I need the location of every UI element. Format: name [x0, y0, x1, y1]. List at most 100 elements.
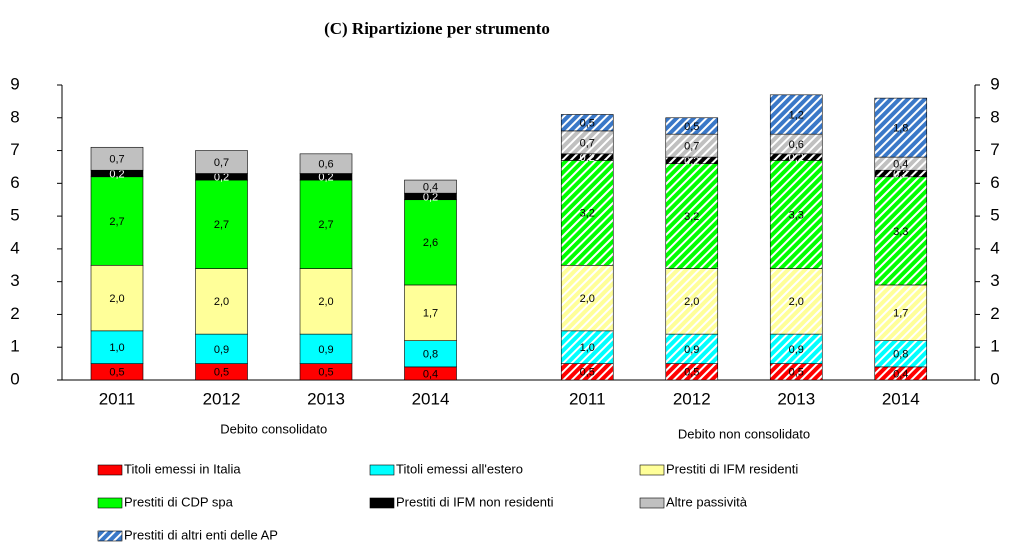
x-tick-label: 2012 — [203, 389, 241, 408]
bar-segment — [560, 160, 614, 266]
data-label: 0,2 — [109, 168, 124, 180]
y2-tick-label: 5 — [990, 206, 999, 225]
bar-segment — [404, 199, 457, 286]
y-tick-label: 0 — [10, 369, 19, 388]
y-tick-label: 8 — [10, 107, 19, 126]
legend-swatch — [97, 530, 123, 542]
data-label: 2,0 — [684, 296, 699, 308]
data-label: 2,0 — [789, 296, 804, 308]
data-label: 0,5 — [580, 118, 595, 130]
data-label: 0,5 — [318, 367, 333, 379]
x-tick-label: 2011 — [99, 389, 136, 408]
y-tick-label: 2 — [10, 304, 19, 323]
x-tick-label: 2013 — [777, 389, 815, 408]
bar-segment — [874, 176, 928, 286]
data-label: 1,0 — [109, 342, 124, 354]
bar-segment — [404, 340, 457, 368]
legend-swatch — [639, 497, 665, 509]
y-tick-label: 9 — [10, 74, 19, 93]
data-label: 0,2 — [580, 152, 595, 164]
legend-swatch — [97, 497, 123, 509]
data-label: 1,7 — [893, 308, 908, 320]
y2-tick-label: 9 — [990, 74, 999, 93]
y-tick-label: 7 — [10, 140, 19, 159]
data-label: 0,9 — [684, 344, 699, 356]
data-label: 0,5 — [789, 367, 804, 379]
data-label: 2,0 — [318, 296, 333, 308]
data-label: 0,7 — [580, 137, 595, 149]
data-label: 0,4 — [893, 368, 908, 380]
data-label: 0,4 — [423, 182, 438, 194]
y-tick-label: 6 — [10, 173, 19, 192]
y2-tick-label: 1 — [990, 337, 999, 356]
data-label: 2,7 — [214, 219, 229, 231]
bar-segment — [874, 340, 928, 368]
data-label: 0,7 — [684, 141, 699, 153]
x-tick-label: 2014 — [882, 389, 920, 408]
legend-swatch — [97, 464, 123, 476]
bar-segment — [560, 114, 614, 132]
legend-swatch — [369, 497, 395, 509]
data-label: 0,9 — [318, 344, 333, 356]
group-label: Debito non consolidato — [678, 426, 810, 441]
data-label: 0,7 — [109, 154, 124, 166]
bar-segment — [195, 268, 248, 335]
bar-segment — [874, 97, 928, 158]
data-label: 0,5 — [580, 367, 595, 379]
legend-label: Titoli emessi in Italia — [124, 461, 241, 476]
group-label: Debito consolidato — [220, 421, 327, 436]
legend-label: Prestiti di IFM non residenti — [396, 494, 554, 509]
legend-label: Prestiti di altri enti delle AP — [124, 527, 278, 542]
data-label: 3,3 — [893, 226, 908, 238]
bar-segment — [195, 179, 248, 269]
data-label: 0,8 — [893, 349, 908, 361]
x-tick-label: 2013 — [307, 389, 345, 408]
bar-segment — [90, 176, 144, 266]
bar-segment — [299, 153, 353, 174]
y2-tick-label: 2 — [990, 304, 999, 323]
y2-tick-label: 3 — [990, 271, 999, 290]
data-label: 0,2 — [893, 168, 908, 180]
bar-segment — [769, 333, 823, 364]
legend-swatch — [639, 464, 665, 476]
data-label: 0,9 — [789, 344, 804, 356]
bar-segment — [299, 268, 353, 335]
bar-segment — [404, 284, 457, 341]
bar-segment — [769, 94, 823, 135]
data-label: 0,2 — [423, 191, 438, 203]
data-label: 0,4 — [893, 159, 908, 171]
data-label: 0,2 — [789, 152, 804, 164]
bar-segment — [90, 264, 144, 332]
data-label: 0,6 — [318, 159, 333, 171]
data-label: 2,6 — [423, 237, 438, 249]
legend-label: Titoli emessi all'estero — [396, 461, 523, 476]
x-tick-label: 2014 — [412, 389, 450, 408]
bar-segment — [195, 333, 248, 364]
legend-label: Altre passività — [666, 494, 748, 509]
bar-segment — [404, 179, 457, 194]
x-tick-label: 2011 — [569, 389, 606, 408]
legend-label: Prestiti di CDP spa — [124, 494, 234, 509]
data-label: 0,4 — [423, 368, 438, 380]
data-label: 0,8 — [423, 349, 438, 361]
bar-segment — [665, 268, 719, 335]
y-tick-label: 4 — [10, 238, 19, 257]
data-label: 1,2 — [789, 109, 804, 121]
data-label: 0,2 — [684, 155, 699, 167]
bar-segment — [195, 150, 248, 174]
bar-segment — [769, 160, 823, 269]
bar-segment — [874, 284, 928, 341]
y-tick-label: 3 — [10, 271, 19, 290]
bar-segment — [665, 333, 719, 364]
data-label: 0,2 — [214, 172, 229, 184]
data-label: 0,5 — [214, 367, 229, 379]
data-label: 0,9 — [214, 344, 229, 356]
bar-segment — [90, 330, 144, 364]
data-label: 0,5 — [109, 367, 124, 379]
data-label: 2,7 — [318, 219, 333, 231]
y2-tick-label: 8 — [990, 107, 999, 126]
data-label: 2,0 — [214, 296, 229, 308]
y-tick-label: 5 — [10, 206, 19, 225]
bar-segment — [90, 146, 144, 171]
